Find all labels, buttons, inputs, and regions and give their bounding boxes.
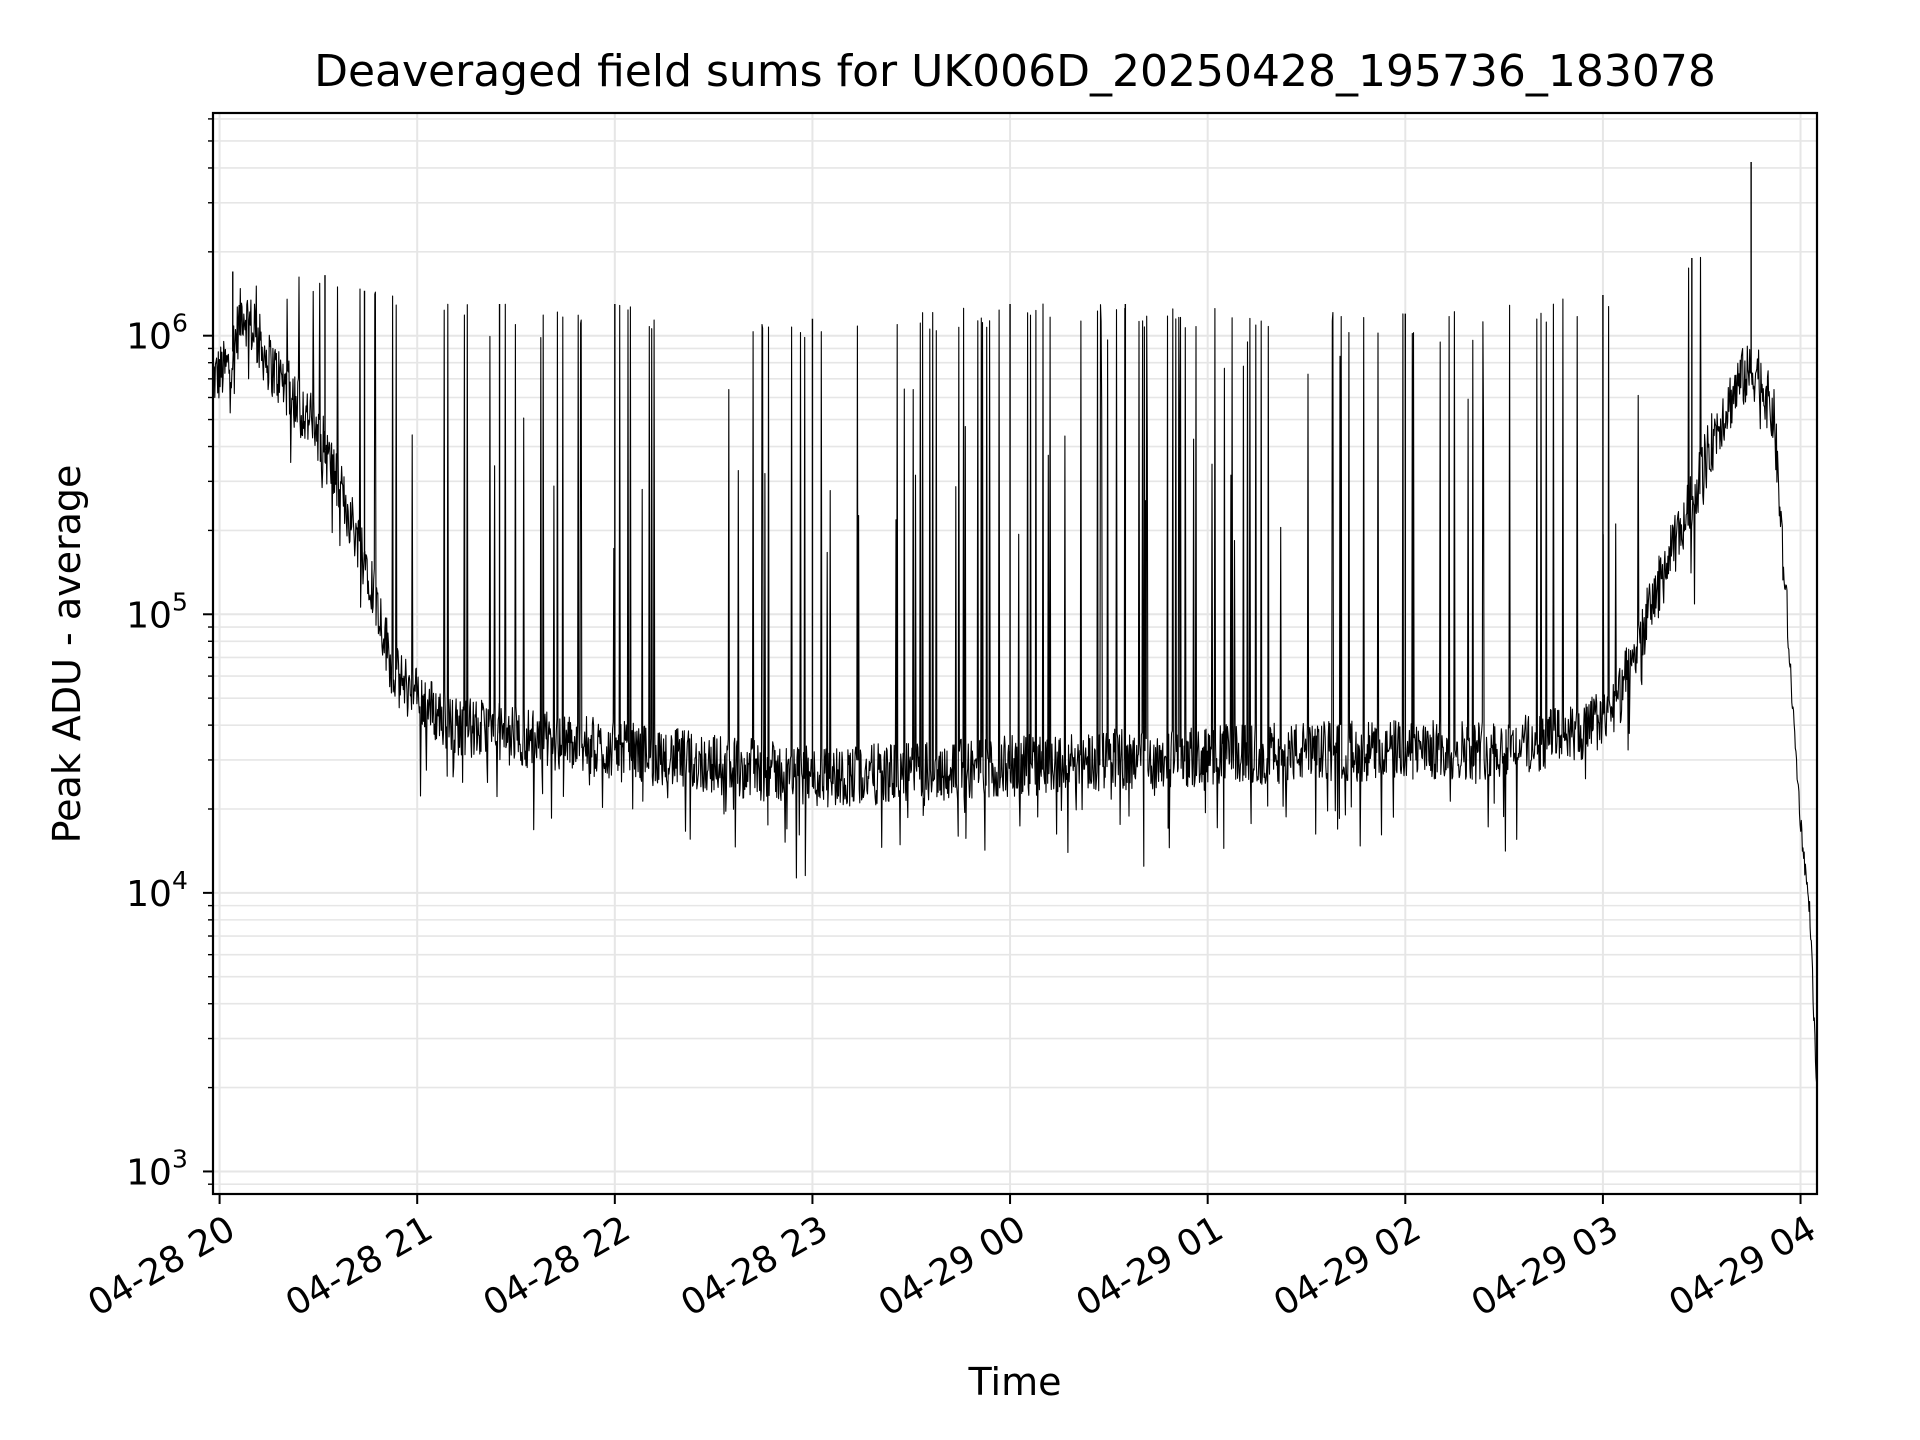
y-tick-base: 10 (126, 1152, 172, 1193)
y-tick-label: 10 5 (126, 587, 188, 636)
series (212, 162, 1818, 1084)
y-tick-exponent: 6 (172, 309, 188, 338)
y-tick-exponent: 5 (172, 587, 188, 616)
y-tick-base: 10 (126, 595, 172, 636)
x-axis-label: Time (968, 1360, 1062, 1404)
series-line (212, 256, 1818, 1084)
y-tick-base: 10 (126, 874, 172, 915)
plot-frame (211, 111, 1819, 1196)
y-tick-label: 10 4 (126, 866, 188, 915)
y-tick-base: 10 (126, 317, 172, 358)
y-tick-label: 10 3 (126, 1144, 188, 1193)
chart-title: Deaveraged field sums for UK006D_2025042… (314, 46, 1716, 97)
y-tick-exponent: 4 (172, 866, 188, 895)
y-axis-label: Peak ADU - average (45, 465, 89, 844)
y-tick-exponent: 3 (172, 1144, 188, 1173)
y-tick-label: 10 6 (126, 309, 188, 358)
